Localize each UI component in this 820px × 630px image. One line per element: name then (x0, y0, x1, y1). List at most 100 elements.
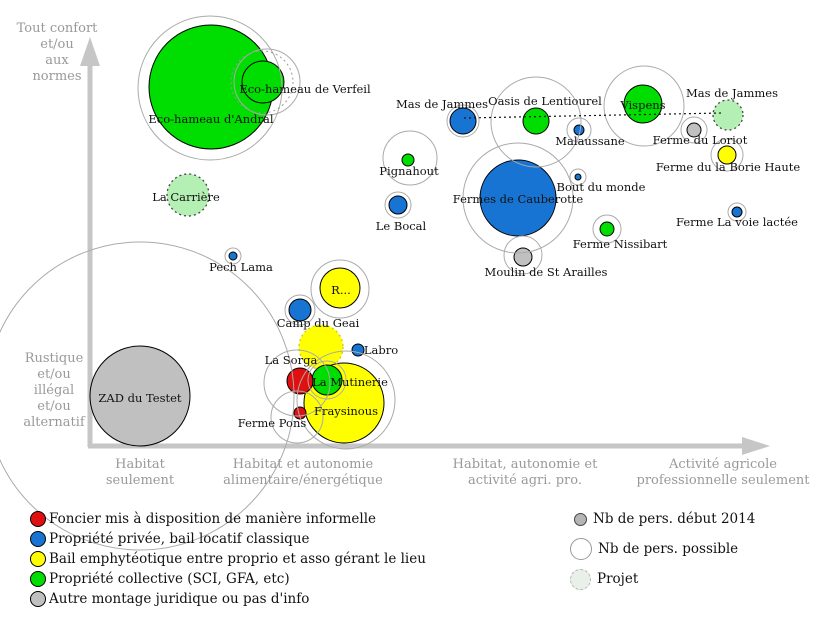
legend-legal-status: Foncier mis à disposition de manière inf… (30, 509, 426, 609)
bubble-moulin-de-st-arailles (513, 247, 533, 267)
bubble-label-labro: Labro (364, 343, 398, 357)
possible-ring-moulin-de-st-arailles (503, 235, 543, 275)
possible-ring-vispens (603, 65, 685, 147)
bubble-pignahout (401, 153, 415, 167)
possible-ring-pignahout (382, 130, 438, 186)
bubble-label-ferme-nissibart: Ferme Nissibart (573, 237, 668, 251)
bubble-fermes-de-cauberotte (479, 159, 557, 237)
possible-ring-r (310, 259, 370, 319)
possible-ring-bout-du-monde (569, 168, 587, 186)
bubble-label-la-sorga: La Sorga (265, 353, 318, 367)
possible-ring-le-bocal (384, 191, 412, 219)
bubble-projet-projet (298, 324, 344, 370)
bubble-label-pech-lama: Pech Lama (209, 260, 273, 274)
possible-ring-camp-du-geai (284, 294, 316, 326)
bubble-label-la-carri-re: La Carrière (152, 190, 220, 204)
possible-ring-oasis-de-lentiourel (490, 76, 582, 168)
bubble-label-oasis-de-lentiourel: Oasis de Lentiourel (488, 94, 602, 108)
bubble-label-camp-du-geai: Camp du Geai (277, 316, 360, 330)
bubble-label-fraysinous: Fraysinous (314, 404, 378, 418)
legend-swatch-open-ring (570, 538, 592, 560)
y-axis-arrow (80, 37, 100, 447)
possible-ring-eco-hameau-de-verfeil (233, 48, 301, 116)
bubble-ferme-du-loriot (686, 122, 702, 138)
bubbles-layer: Eco-hameau d'Andral Eco-hameau de Verfeil… (0, 15, 801, 551)
possible-ring-fraysinous (296, 350, 396, 450)
bubble-label-mas-de-jammes: Mas de Jammes (686, 86, 778, 100)
bubble-vispens (623, 84, 663, 124)
bubble-le-bocal (388, 195, 408, 215)
possible-ring-malaussane (566, 117, 592, 143)
bubble-label-fermes-de-cauberotte: Fermes de Cauberotte (453, 192, 584, 206)
x-axis-label-habitat-activite-agri: Habitat, autonomie et activité agri. pro… (452, 457, 598, 488)
bubble-label-le-bocal: Le Bocal (376, 219, 427, 233)
legend-item-informal: Foncier mis à disposition de manière inf… (30, 509, 426, 529)
bubble-label-pignahout: Pignahout (379, 164, 439, 178)
bubble-label-r: R... (331, 283, 351, 297)
projet-ring-eco-hameau-de-verfeil (230, 50, 294, 114)
y-axis-label-bottom: Rustique et/ou illégal et/ou alternatif (23, 351, 85, 430)
bubble-ferme-du-la-borie-haute (717, 145, 737, 165)
bubble-label-moulin-de-st-arailles: Moulin de St Arailles (485, 265, 608, 279)
bubble-ferme-la-voie-lact-e (731, 206, 743, 218)
legend-item-private-rental: Propriété privée, bail locatif classique (30, 529, 426, 549)
legend-size-status: Nb de pers. début 2014 Nb de pers. possi… (570, 504, 755, 594)
bubble-label-ferme-du-la-borie-haute: Ferme du la Borie Haute (656, 160, 801, 174)
possible-ring-la-mutinerie (307, 360, 347, 400)
bubble-oasis-de-lentiourel (522, 107, 550, 135)
y-axis-label-top: Tout confort et/ou aux normes (16, 21, 98, 84)
possible-ring-la-sorga (263, 349, 331, 417)
bubble-label-ferme-du-loriot: Ferme du Loriot (653, 133, 748, 147)
legend-item-other: Autre montage juridique ou pas d'info (30, 589, 426, 609)
x-axis-label-habitat-autonomie: Habitat et autonomie alimentaire/énergét… (223, 457, 383, 488)
possible-ring-ferme-du-la-borie-haute (710, 138, 744, 172)
x-axis-label-activite-agricole: Activité agricole professionnelle seulem… (636, 457, 810, 488)
legend-swatch-filled-dot (574, 512, 587, 526)
bubble-label-ferme-la-voie-lact-e: Ferme La voie lactée (676, 215, 798, 229)
bubble-label-mas-de-jammes: Mas de Jammes (396, 97, 488, 111)
legend-item-pers-possible: Nb de pers. possible (570, 534, 755, 564)
bubble-la-sorga (286, 367, 314, 395)
link-line (463, 112, 723, 119)
possible-ring-ferme-la-voie-lact-e (727, 202, 747, 222)
possible-ring-zad-du-testet (0, 241, 295, 551)
bubble-label-bout-du-monde: Bout du monde (557, 180, 646, 194)
legend-swatch-gray (30, 591, 46, 607)
bubble-label-eco-hameau-d-andral: Eco-hameau d'Andral (148, 112, 273, 126)
possible-ring-mas-de-jammes (446, 104, 480, 138)
possible-ring-fermes-de-cauberotte (462, 142, 574, 254)
bubble-label-vispens: Vispens (619, 98, 665, 112)
legend-swatch-yellow (30, 551, 46, 567)
bubble-mas-de-jammes (449, 107, 477, 135)
possible-ring-ferme-pons (270, 390, 324, 444)
possible-ring-ferme-nissibart (592, 214, 622, 244)
bubble-camp-du-geai (288, 298, 312, 322)
x-axis-arrow (88, 437, 770, 455)
possible-ring-pech-lama (224, 247, 242, 265)
bubble-label-zad-du-testet: ZAD du Testet (98, 391, 182, 405)
legend-swatch-blue (30, 531, 46, 547)
bubble-label-la-mutinerie: La Mutinerie (312, 375, 388, 389)
bubble-label-eco-hameau-de-verfeil: Eco-hameau de Verfeil (239, 82, 371, 96)
legend-swatch-red (30, 511, 46, 527)
bubble-ferme-nissibart (599, 221, 615, 237)
legend-item-projet: Projet (570, 564, 755, 594)
bubble-projet-mas-de-jammes (712, 99, 744, 131)
bubble-label-ferme-pons: Ferme Pons (238, 416, 307, 430)
legend-swatch-green (30, 571, 46, 587)
bubble-zad-du-testet (89, 345, 191, 447)
bubble-eco-hameau-de-verfeil (241, 60, 285, 104)
bubble-pech-lama (228, 251, 238, 261)
possible-ring-eco-hameau-d-andral (137, 15, 283, 161)
legend-swatch-dashed-circle (570, 568, 591, 590)
bubble-projet-la-carri-re (166, 173, 210, 217)
legend-item-emphyteotic-lease: Bail emphytéotique entre proprio et asso… (30, 549, 426, 569)
bubble-r (319, 267, 361, 309)
bubble-bout-du-monde (574, 173, 582, 181)
possible-ring-ferme-du-loriot (680, 116, 708, 144)
legend-item-pers-2014: Nb de pers. début 2014 (570, 504, 755, 534)
x-axis-label-habitat-seulement: Habitat seulement (105, 457, 175, 488)
bubble-label-malaussane: Malaussane (555, 134, 625, 148)
